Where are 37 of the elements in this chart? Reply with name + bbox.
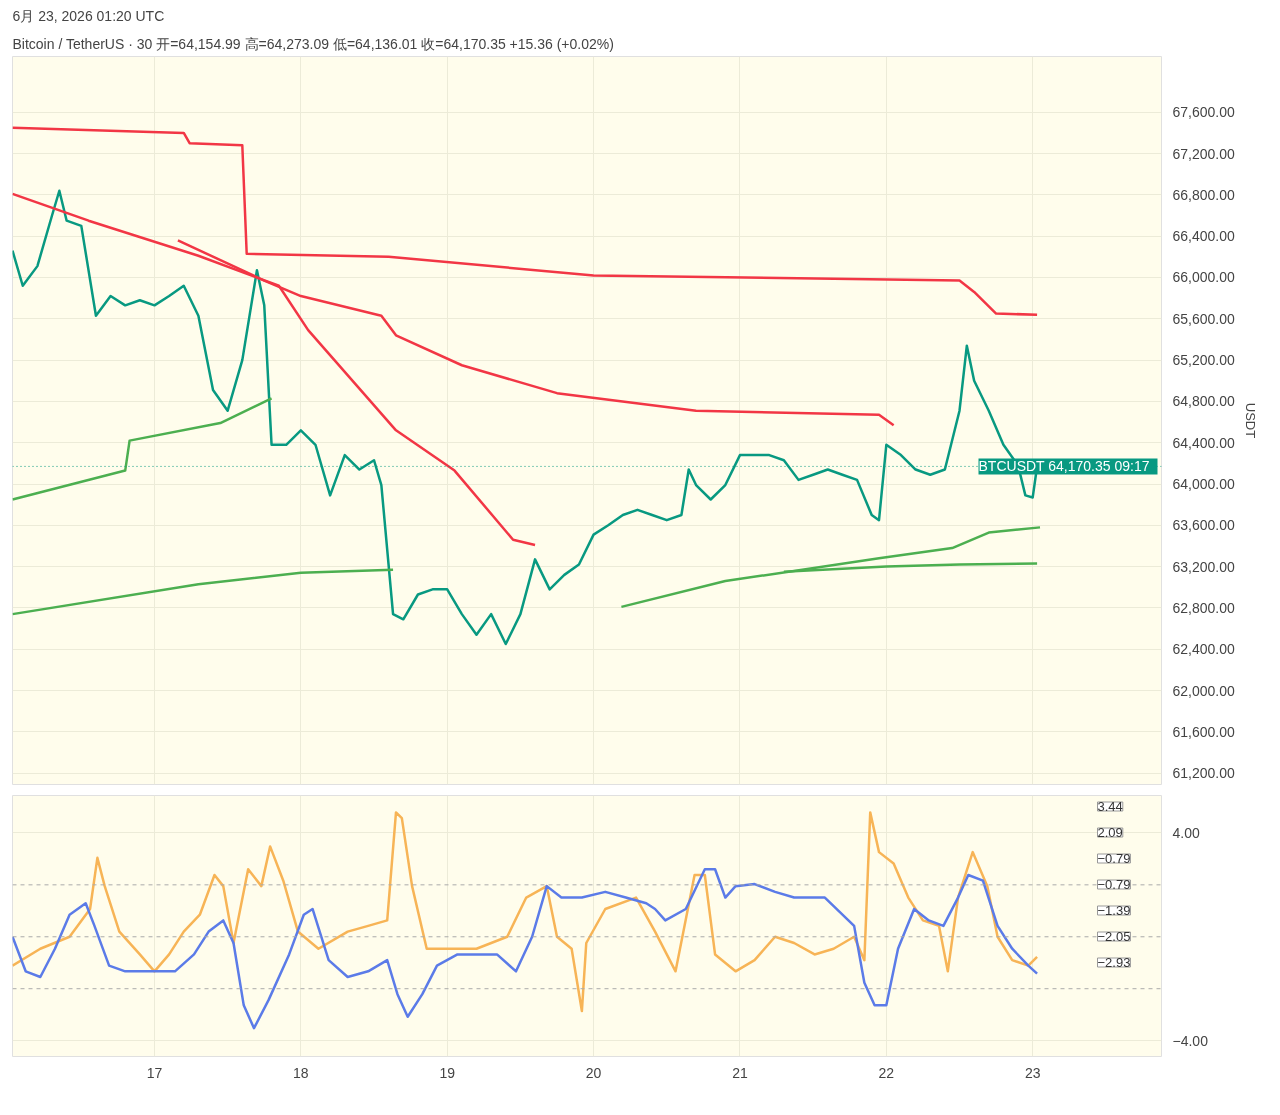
annotation: −0.79 (1097, 877, 1131, 892)
x-tick-label: 19 (439, 1064, 456, 1081)
x-tick-label: 23 (1024, 1064, 1041, 1081)
y-tick-label: 64,800.00 (1172, 393, 1235, 410)
y-tick-label: 65,600.00 (1172, 310, 1235, 327)
annotation: −2.05 (1097, 929, 1131, 944)
y-tick-label: 61,600.00 (1172, 723, 1235, 740)
ref-line-label: BTCUSDT 64,170.35 09:17 (978, 458, 1150, 475)
y-tick-label: 65,200.00 (1172, 352, 1235, 369)
y-tick-label: 62,000.00 (1172, 682, 1235, 699)
x-tick-label: 20 (585, 1064, 602, 1081)
y-tick-label: 67,600.00 (1172, 104, 1235, 121)
x-tick-label: 22 (878, 1064, 895, 1081)
annotation: −0.79 (1097, 851, 1131, 866)
text: 6月 23, 2026 01:20 UTC (12, 7, 165, 24)
x-tick-label: 21 (732, 1064, 748, 1081)
y-tick-label: 4.00 (1172, 824, 1200, 841)
annotation: −2.93 (1097, 955, 1131, 970)
y-axis-title: USDT (1242, 402, 1258, 439)
annotation: 2.09 (1097, 825, 1123, 840)
y-tick-label: 61,200.00 (1172, 765, 1235, 782)
y-tick-label: 66,800.00 (1172, 186, 1235, 203)
y-tick-label: 63,200.00 (1172, 558, 1235, 575)
y-tick-label: 62,800.00 (1172, 599, 1235, 616)
y-tick-label: 62,400.00 (1172, 641, 1235, 658)
y-tick-label: 63,600.00 (1172, 517, 1235, 534)
chart-title: Bitcoin / TetherUS · 30 开=64,154.99 高=64,273.09 低=64,136.01 收=64,170.35 +15.36 (+0.02%) (12, 35, 614, 52)
y-tick-label: 64,400.00 (1172, 434, 1235, 451)
x-tick-label: 17 (146, 1064, 163, 1081)
y-tick-label: 66,000.00 (1172, 269, 1235, 286)
annotation: 3.44 (1097, 799, 1123, 814)
y-tick-label: 66,400.00 (1172, 228, 1235, 245)
annotation: −1.39 (1097, 903, 1131, 918)
y-tick-label: 67,200.00 (1172, 145, 1235, 162)
y-tick-label: 64,000.00 (1172, 476, 1235, 493)
x-tick-label: 18 (293, 1064, 309, 1081)
y-tick-label: −4.00 (1172, 1032, 1209, 1049)
